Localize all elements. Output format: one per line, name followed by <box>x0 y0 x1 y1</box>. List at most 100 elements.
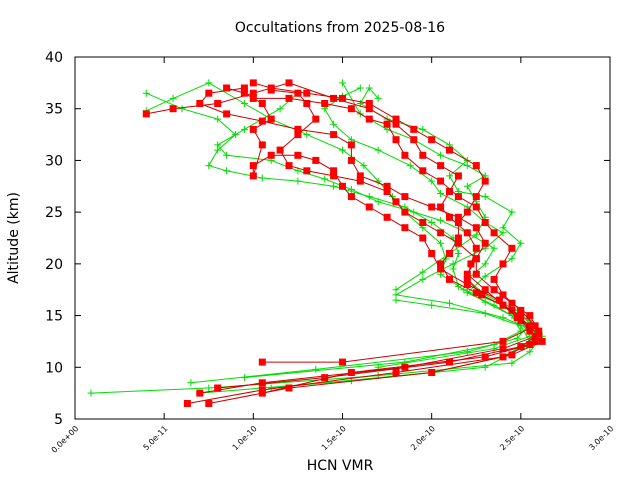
data-point-plus <box>517 239 525 247</box>
data-point-plus <box>526 348 534 356</box>
data-point-square <box>267 86 275 94</box>
data-point-square <box>495 296 503 304</box>
data-point-square <box>258 379 266 387</box>
data-point-plus <box>446 172 453 180</box>
chart-title: Occultations from 2025-08-16 <box>235 20 445 36</box>
data-point-plus <box>169 94 177 102</box>
data-point-square <box>303 100 311 107</box>
data-point-square <box>410 125 418 133</box>
data-point-plus <box>490 244 498 252</box>
data-point-plus <box>499 224 507 232</box>
data-point-square <box>499 260 507 268</box>
data-point-square <box>294 151 302 159</box>
data-point-plus <box>223 151 231 159</box>
data-point-square <box>183 400 191 407</box>
data-point-square <box>419 234 427 242</box>
data-point-square <box>294 131 302 139</box>
data-point-plus <box>392 296 400 304</box>
data-point-square <box>285 162 293 170</box>
series-red-4 <box>214 84 543 392</box>
data-point-square <box>330 167 338 175</box>
data-point-plus <box>214 146 222 154</box>
data-point-square <box>169 105 177 113</box>
data-point-plus <box>205 162 213 170</box>
data-point-square <box>240 89 248 97</box>
data-point-square <box>330 94 338 102</box>
data-point-square <box>454 219 462 226</box>
data-point-square <box>285 94 293 102</box>
data-point-plus <box>481 363 489 371</box>
data-point-plus <box>205 384 213 392</box>
data-point-plus <box>330 120 338 128</box>
data-point-plus <box>490 301 498 309</box>
data-point-square <box>249 79 257 87</box>
data-point-plus <box>214 115 222 123</box>
data-point-square <box>401 224 409 232</box>
data-point-square <box>531 337 539 345</box>
data-point-square <box>538 337 546 345</box>
data-point-square <box>294 89 302 97</box>
data-point-square <box>392 198 400 206</box>
data-point-square <box>392 120 400 128</box>
data-point-square <box>223 110 231 118</box>
data-point-square <box>437 260 445 268</box>
data-point-square <box>454 172 462 180</box>
data-point-square <box>365 203 373 211</box>
data-point-plus <box>365 84 373 92</box>
data-point-plus <box>205 79 213 87</box>
data-point-square <box>481 177 489 185</box>
data-point-square <box>383 120 391 128</box>
data-point-square <box>365 105 373 113</box>
data-point-square <box>249 89 257 97</box>
data-point-plus <box>388 193 396 201</box>
data-point-plus <box>339 79 346 87</box>
data-point-plus <box>406 162 414 170</box>
data-point-square <box>437 162 445 170</box>
data-point-square <box>463 270 471 278</box>
data-point-square <box>463 229 471 237</box>
data-point-square <box>517 306 525 314</box>
data-point-square <box>526 312 534 320</box>
data-point-square <box>446 275 453 283</box>
data-point-square <box>446 358 453 366</box>
data-point-square <box>321 100 329 107</box>
data-point-plus <box>356 84 364 92</box>
data-point-square <box>508 244 516 252</box>
data-point-square <box>312 115 320 123</box>
data-point-plus <box>481 260 489 268</box>
y-tick-label: 10 <box>45 360 63 376</box>
data-point-plus <box>428 219 436 226</box>
data-point-plus <box>437 239 445 247</box>
data-point-plus <box>267 384 275 392</box>
data-point-plus <box>240 374 248 382</box>
data-point-plus <box>360 162 368 170</box>
data-point-square <box>472 289 480 297</box>
data-point-square <box>347 141 355 149</box>
data-point-square <box>437 177 445 185</box>
data-point-plus <box>508 255 516 263</box>
data-point-square <box>526 341 534 348</box>
data-point-square <box>214 100 222 107</box>
data-point-plus <box>428 177 436 185</box>
data-point-square <box>142 110 150 118</box>
data-point-plus <box>240 100 248 107</box>
data-point-square <box>240 84 248 92</box>
series-red-6 <box>249 94 539 366</box>
data-point-square <box>419 219 427 226</box>
data-point-square <box>258 358 266 366</box>
data-point-square <box>294 125 302 133</box>
data-point-square <box>267 151 275 159</box>
data-point-square <box>481 219 489 226</box>
data-point-square <box>267 115 275 123</box>
data-point-plus <box>303 131 311 139</box>
data-point-square <box>446 188 453 195</box>
data-point-square <box>401 193 409 201</box>
data-point-plus <box>463 289 471 297</box>
data-point-plus <box>330 182 338 190</box>
data-point-square <box>303 167 311 175</box>
data-point-plus <box>392 286 400 294</box>
data-point-plus <box>419 125 427 133</box>
data-point-plus <box>446 299 453 307</box>
data-point-square <box>454 213 462 221</box>
